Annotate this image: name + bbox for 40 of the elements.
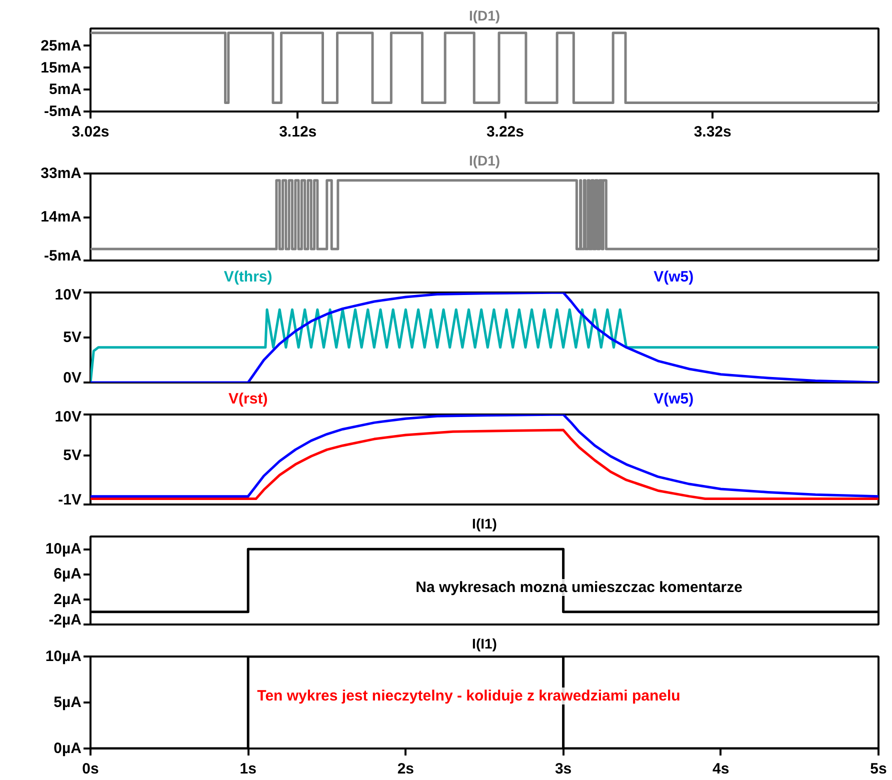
y-tick-label: -5mA [44,248,82,264]
annotation: Ten wykres jest nieczytelny - koliduje z krawedziami panelu [257,688,680,705]
text: V(w5) [654,390,694,408]
y-tick-label: 10V [54,286,82,304]
text: V(rst) [228,390,268,408]
y-tick-label: 5V [63,446,82,464]
x-tick-label: 3s [554,760,572,778]
y-tick-label: -5mA [44,103,82,120]
x-tick-label: 3.12s [279,124,317,140]
x-tick-label: 2s [397,760,414,778]
text: V(w5) [654,268,694,286]
y-tick-label: 33mA [40,165,82,182]
y-tick-label: 5µA [54,694,82,711]
y-tick-label: 5mA [48,81,82,98]
series-label: V(thrs) [224,268,272,286]
y-tick-label: 2µA [54,590,82,608]
y-tick-label: 6µA [54,566,82,583]
x-tick-label: 3.32s [694,124,732,140]
chart-title: I(D1) [468,152,500,168]
x-tick-label: 4s [712,760,730,778]
y-tick-label: -1V [58,492,82,508]
x-tick-label: 3.22s [486,124,524,140]
y-tick-label: 25mA [40,37,82,54]
y-tick-label: 10V [54,408,82,426]
annotation: Na wykresach mozna umieszczac komentarze [416,579,742,596]
y-tick-label: 0V [63,370,82,386]
x-tick-label: 3.02s [72,124,110,140]
y-tick-label: -2µA [48,612,82,628]
x-tick-label: 1s [240,760,256,778]
y-tick-label: 10µA [45,540,82,558]
chart-title: I(I1) [472,516,497,532]
y-tick-label: 15mA [40,59,82,76]
x-tick-label: 0s [82,760,99,778]
chart-title: I(D1) [468,8,500,24]
y-tick-label: 0µA [54,740,82,757]
y-tick-label: 14mA [40,208,82,226]
y-tick-label: 5V [63,329,82,346]
chart-title: I(I1) [472,636,497,652]
y-tick-label: 10µA [45,648,82,665]
x-tick-label: 5s [870,760,887,778]
